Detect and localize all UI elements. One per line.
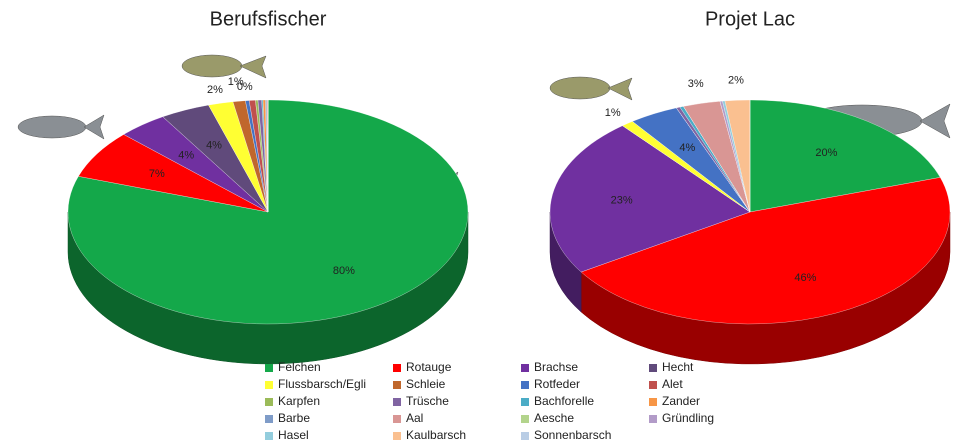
legend-label: Alet bbox=[662, 377, 683, 391]
chart-title: Projet Lac bbox=[705, 8, 795, 30]
legend-swatch bbox=[265, 415, 273, 423]
value-label: 2% bbox=[207, 84, 223, 96]
legend-swatch bbox=[521, 415, 529, 423]
value-label: 1% bbox=[605, 107, 621, 119]
legend-label: Sonnenbarsch bbox=[534, 428, 611, 442]
value-label: 4% bbox=[206, 140, 222, 152]
legend-label: Aal bbox=[406, 411, 423, 425]
chart-title: Berufsfischer bbox=[210, 8, 327, 30]
legend-label: Barbe bbox=[278, 411, 310, 425]
value-label: 0% bbox=[237, 81, 253, 93]
legend-label: Schleie bbox=[406, 377, 446, 391]
legend-swatch bbox=[393, 364, 401, 372]
legend-swatch bbox=[521, 364, 529, 372]
value-label: 46% bbox=[794, 272, 816, 284]
pie-labels: 20% 46% 23% 1% 4% 3% 2% bbox=[605, 75, 838, 284]
legend-swatch bbox=[265, 432, 273, 440]
legend-label: Hecht bbox=[662, 360, 694, 374]
legend-swatch bbox=[393, 381, 401, 389]
value-label: 7% bbox=[149, 168, 165, 180]
legend-label: Brachse bbox=[534, 360, 578, 374]
value-label: 2% bbox=[728, 75, 744, 87]
legend-label: Felchen bbox=[278, 360, 321, 374]
legend-swatch bbox=[393, 398, 401, 406]
pie-slice bbox=[749, 99, 941, 213]
value-label: 4% bbox=[679, 142, 695, 154]
legend-swatch bbox=[649, 415, 657, 423]
legend-label: Rotauge bbox=[406, 360, 452, 374]
pie-tops bbox=[67, 99, 469, 325]
value-label: 20% bbox=[815, 147, 837, 159]
legend-label: Rotfeder bbox=[534, 377, 580, 391]
legend-swatch bbox=[265, 398, 273, 406]
legend-label: Kaulbarsch bbox=[406, 428, 466, 442]
pie-labels: 80% 7% 4% 4% 2% 1%0% bbox=[149, 76, 355, 277]
legend-label: Bachforelle bbox=[534, 394, 594, 408]
value-label: 1% bbox=[228, 76, 244, 88]
legend: Felchen Rotauge Brachse Hecht Flussbarsch/Eg… bbox=[265, 360, 714, 442]
legend-swatch bbox=[649, 398, 657, 406]
legend-label: Karpfen bbox=[278, 394, 320, 408]
value-label: 3% bbox=[688, 78, 704, 90]
legend-swatch bbox=[521, 398, 529, 406]
legend-swatch bbox=[521, 432, 529, 440]
legend-swatch bbox=[393, 415, 401, 423]
legend-swatch bbox=[649, 381, 657, 389]
pie-slice bbox=[549, 125, 751, 273]
value-label: 80% bbox=[333, 265, 355, 277]
legend-label: Hasel bbox=[278, 428, 309, 442]
pie-slice bbox=[580, 177, 951, 325]
legend-swatch bbox=[649, 364, 657, 372]
legend-label: Gründling bbox=[662, 411, 714, 425]
legend-swatch bbox=[265, 364, 273, 372]
legend-swatch bbox=[521, 381, 529, 389]
legend-label: Aesche bbox=[534, 411, 574, 425]
pie-tops bbox=[549, 99, 951, 325]
value-label: 23% bbox=[611, 195, 633, 207]
legend-label: Trüsche bbox=[406, 394, 449, 408]
value-label: 4% bbox=[178, 149, 194, 161]
legend-label: Zander bbox=[662, 394, 700, 408]
legend-label: Flussbarsch/Egli bbox=[278, 377, 366, 391]
legend-swatch bbox=[265, 381, 273, 389]
legend-swatch bbox=[393, 432, 401, 440]
